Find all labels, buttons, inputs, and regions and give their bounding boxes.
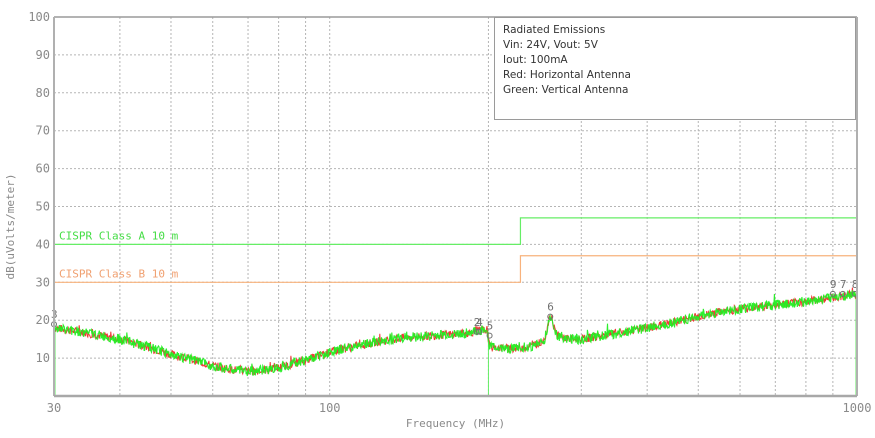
legend-line-green: Green: Vertical Antenna [503, 84, 629, 96]
y-tick-label: 70 [36, 124, 50, 138]
y-tick-label: 90 [36, 48, 50, 62]
marker-9: 9 [830, 278, 837, 291]
marker-2: 2 [474, 316, 481, 329]
legend-line-voltage: Vin: 24V, Vout: 5V [503, 39, 598, 51]
limit-label-1: CISPR Class B 10 m [59, 267, 179, 280]
marker-7: 7 [840, 278, 847, 291]
y-tick-label: 20 [36, 313, 50, 327]
x-tick-label: 100 [319, 401, 341, 415]
limit-line-0 [54, 217, 857, 245]
x-tick-label: 30 [47, 401, 61, 415]
legend-line-red: Red: Horizontal Antenna [503, 69, 631, 81]
axis-labels: 10 20 30 40 50 60 70 80 90 100 30 100 1000 Frequency … [4, 10, 871, 430]
limit-label-0: CISPR Class A 10 m [59, 229, 179, 242]
traces [53, 287, 858, 377]
legend-line-title: Radiated Emissions [503, 24, 606, 36]
y-tick-label: 60 [36, 162, 50, 176]
y-tick-label: 100 [28, 10, 50, 24]
y-tick-label: 50 [36, 200, 50, 214]
legend-line-current: Iout: 100mA [503, 54, 568, 66]
limit-lines: CISPR Class A 10 m CISPR Class B 10 m [54, 217, 857, 396]
marker-dot [486, 332, 493, 339]
marker-dot [547, 313, 554, 320]
marker-6: 6 [547, 301, 554, 314]
x-tick-label: 1000 [843, 401, 872, 415]
trace-vertical [53, 290, 858, 377]
y-tick-label: 30 [36, 275, 50, 289]
y-tick-label: 80 [36, 86, 50, 100]
marker-dot [476, 328, 483, 335]
y-axis-title: dB(uVolts/meter) [4, 174, 17, 280]
marker-8: 8 [852, 278, 859, 291]
legend-box: Radiated Emissions Vin: 24V, Vout: 5V Io… [494, 17, 856, 120]
marker-5: 5 [487, 320, 494, 333]
marker-dot [839, 290, 846, 297]
limit-line-1 [54, 255, 857, 283]
marker-4: 4 [476, 316, 483, 329]
y-tick-label: 10 [36, 351, 50, 365]
trace-horizontal [53, 287, 858, 376]
marker-dot [473, 328, 480, 335]
x-axis-title: Frequency (MHz) [406, 417, 505, 430]
y-tick-label: 40 [36, 237, 50, 251]
marker-dot [829, 290, 836, 297]
grid-lines [54, 17, 857, 396]
